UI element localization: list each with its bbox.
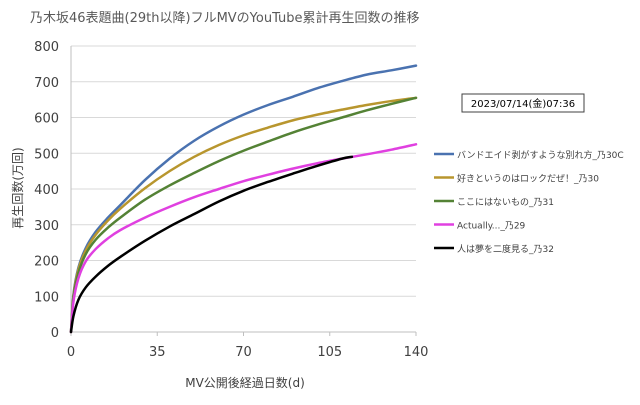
y-tick-label: 800 <box>34 40 59 55</box>
y-tick-label: 0 <box>51 326 59 341</box>
axes <box>70 46 417 336</box>
tick-labels: 0 100 200 300 400 500 600 700 800 0 35 70 105 140 <box>34 40 428 360</box>
chart-title: 乃木坂46表題曲(29th以降)フルMVのYouTube累計再生回数の推移 <box>30 10 420 26</box>
x-tick-label: 140 <box>404 345 429 360</box>
legend-label-1: バンドエイド剥がすような別れ方_乃30C <box>457 149 624 161</box>
timestamp-box <box>461 93 585 113</box>
timestamp-annotation: 2023/07/14(金)07:36 <box>461 93 585 113</box>
series-lines <box>69 64 418 334</box>
legend: バンドエイド剥がすような別れ方_乃30C 好きというのはロックだぜ！_乃30 ここに… <box>434 149 624 255</box>
series-line-2 <box>69 96 418 334</box>
legend-label-3: ここにはないもの_乃31 <box>457 197 554 208</box>
series-line-5 <box>69 155 354 334</box>
x-tick-label: 0 <box>67 345 75 360</box>
y-tick-label: 300 <box>34 219 59 234</box>
y-tick-label: 100 <box>34 290 59 305</box>
legend-label-5: 人は夢を二度見る_乃32 <box>457 243 554 255</box>
x-tick-label: 35 <box>149 345 166 360</box>
x-tick-label: 70 <box>235 345 252 360</box>
timestamp-text: 2023/07/14(金)07:36 <box>471 97 575 110</box>
y-tick-label: 200 <box>34 255 59 270</box>
x-tick-label: 105 <box>317 345 342 360</box>
series-line-3 <box>69 96 418 334</box>
y-tick-label: 600 <box>34 112 59 127</box>
legend-label-4: Actually..._乃29 <box>457 221 526 232</box>
x-axis-label: MV公開後経過日数(d) <box>185 375 305 390</box>
y-tick-label: 400 <box>34 183 59 198</box>
legend-label-2: 好きというのはロックだぜ！_乃30 <box>457 173 599 185</box>
y-tick-label: 500 <box>34 147 59 162</box>
y-axis-label: 再生回数(万回) <box>10 147 25 228</box>
y-tick-label: 700 <box>34 76 59 91</box>
